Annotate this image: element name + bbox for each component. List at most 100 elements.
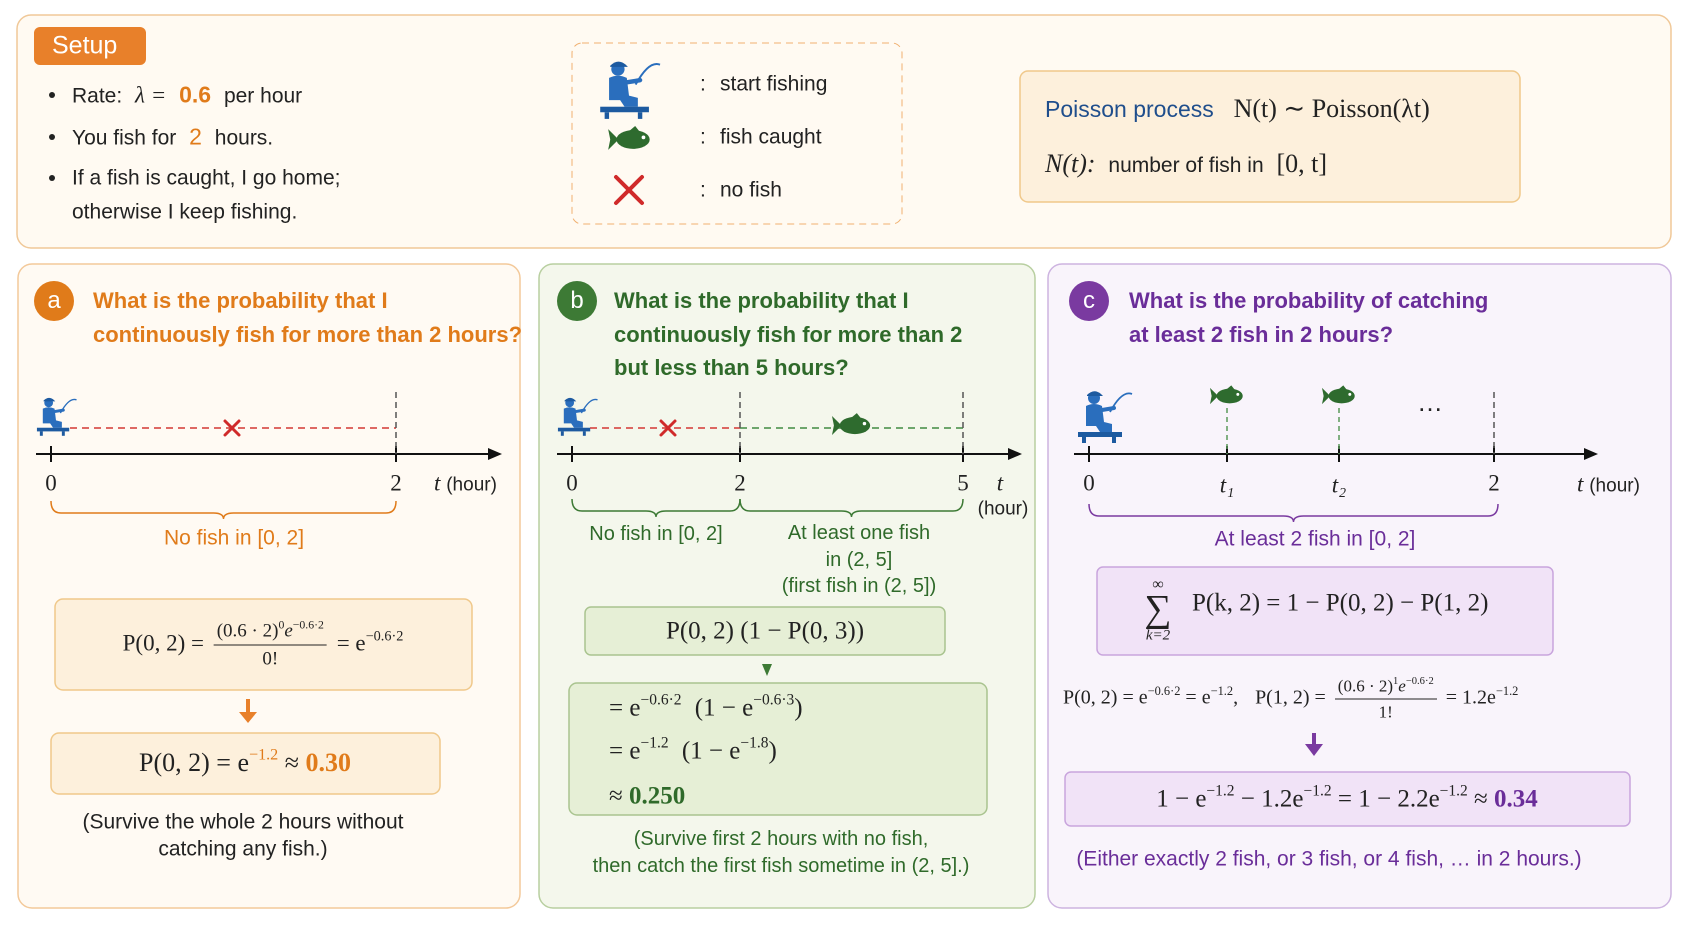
title: What is the probability that I (614, 288, 909, 313)
formula-line: = e−0.6·2 (1 − e−0.6·3) (609, 692, 803, 722)
separator: : (700, 72, 706, 96)
brace-label: (first fish in (2, 5]) (781, 575, 937, 597)
tick-label: 0 (566, 470, 578, 496)
tick-label: t₂ (1331, 472, 1347, 498)
title: but less than 5 hours? (614, 355, 849, 380)
exp: 1 (1393, 676, 1399, 688)
badge: b (557, 281, 597, 321)
badge: a (34, 281, 74, 321)
arrow (1305, 733, 1323, 756)
brace (739, 498, 964, 518)
part: = 1 − 2.2e (1337, 785, 1440, 813)
part: = e (1185, 686, 1211, 709)
bullets (49, 92, 55, 181)
tick-label: 2 (734, 470, 746, 496)
bullet: You fish for 2 hours. (72, 123, 273, 150)
text: number of fish in (1108, 154, 1264, 177)
exp: −1.2 (1495, 683, 1519, 698)
badge: c (1069, 281, 1109, 321)
axis-label: t (hour) (434, 472, 497, 495)
result: 0.250 (628, 782, 686, 810)
unit: (hour) (1589, 475, 1640, 497)
title: What is the probability that I (93, 288, 388, 313)
part: = 1.2e (1445, 686, 1496, 709)
setup-tag (34, 27, 146, 65)
part: ) (794, 694, 803, 722)
denominator: 0! (262, 648, 279, 670)
part: (0.6 · 2) (216, 620, 279, 642)
note: catching any fish.) (158, 837, 328, 861)
part: P(0, 2) = (122, 630, 204, 656)
result-box (1064, 771, 1631, 827)
result: 0.34 (1494, 785, 1538, 813)
text: per hour (223, 84, 303, 108)
formula: 1 − e−1.2 − 1.2e−1.2 = 1 − 2.2e−1.2 ≈ 0.… (1156, 783, 1538, 813)
exp: −1.2 (1439, 782, 1468, 800)
arrow (762, 664, 772, 676)
fraction: (0.6 · 2)1e−0.6·2 1! (1334, 676, 1437, 722)
brace (571, 498, 741, 518)
part: = e (609, 694, 641, 722)
symbol: λ = (135, 82, 167, 108)
result: 0.30 (305, 748, 352, 777)
formula: P(0, 2) (1 − P(0, 3)) (665, 617, 865, 645)
note: then catch the first fish sometime in (2… (592, 855, 970, 877)
part: P(1, 2) = (1255, 686, 1326, 709)
formula-line: = e−1.2 (1 − e−1.8) (609, 735, 777, 765)
brace-label: At least 2 fish in [0, 2] (1214, 527, 1416, 551)
part: ≈ (1474, 785, 1488, 813)
formula: N(t) ∼ Poisson(λt) (1233, 94, 1430, 123)
exp: 0 (278, 618, 285, 632)
formula-box (584, 606, 946, 656)
ellipsis: … (1417, 387, 1443, 417)
exp: −1.2 (248, 746, 279, 764)
title: continuously fish for more than 2 (614, 322, 963, 347)
sum-rest: P(k, 2) = 1 − P(0, 2) − P(1, 2) (1192, 589, 1489, 617)
sum-sigma: ∑ (1144, 588, 1172, 630)
poisson-box (1019, 70, 1521, 203)
brace-label: No fish in [0, 2] (589, 523, 723, 545)
exp: −0.6·2 (1405, 676, 1434, 688)
title: at least 2 fish in 2 hours? (1129, 322, 1394, 347)
tick-label: t₁ (1219, 472, 1235, 498)
axis-label: t (hour) (1577, 473, 1640, 496)
part: , (1233, 686, 1239, 709)
tick-label: 2 (1488, 470, 1500, 496)
bullet: If a fish is caught, I go home; (72, 166, 341, 190)
exp: −1.2 (1206, 782, 1235, 800)
legend-item: no fish (720, 178, 782, 202)
text: You fish for (72, 126, 177, 150)
part: (0.6 · 2) (1337, 676, 1394, 696)
unit: (hour) (446, 474, 497, 496)
brace-label: in (2, 5] (825, 549, 893, 571)
brace-label: No fish in [0, 2] (163, 526, 305, 550)
part: e (284, 620, 293, 642)
part: (1 − e (681, 737, 741, 765)
part: ≈ (609, 782, 623, 810)
part: e (1398, 676, 1406, 696)
symbol: t (1577, 471, 1584, 497)
timeline-c (1074, 385, 1598, 523)
brace-label: At least one fish (787, 522, 931, 544)
formula-box (1096, 566, 1554, 656)
note: (Survive first 2 hours with no fish, (633, 828, 929, 850)
label: Poisson process (1045, 96, 1214, 122)
separator: : (700, 125, 706, 149)
part: P(0, 2) = e (139, 748, 249, 777)
denominator: 1! (1378, 702, 1393, 722)
result-box (568, 682, 988, 816)
tick-label: 0 (45, 470, 57, 496)
separator: : (700, 178, 706, 202)
exp: −0.6·2 (365, 628, 404, 645)
value: 2 (189, 123, 202, 150)
bullet-cont: otherwise I keep fishing. (72, 200, 298, 224)
exp: −0.6·3 (753, 691, 795, 709)
exp: −1.2 (1303, 782, 1332, 800)
note: (Either exactly 2 fish, or 3 fish, or 4 … (1076, 847, 1582, 871)
poisson-def: N(t): number of fish in [0, t] (1045, 151, 1327, 177)
fraction: (0.6 · 2)0e−0.6·2 0! (213, 619, 327, 670)
timeline-b (555, 392, 1022, 518)
exp: −1.8 (740, 734, 769, 752)
